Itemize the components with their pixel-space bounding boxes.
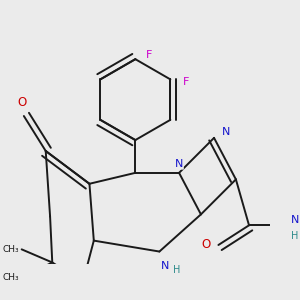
Text: CH₃: CH₃ [3, 245, 20, 254]
Text: N: N [222, 128, 230, 137]
Text: N: N [161, 261, 169, 271]
Text: O: O [202, 238, 211, 251]
Text: F: F [146, 50, 153, 60]
Text: N: N [291, 215, 299, 225]
Text: H: H [173, 265, 181, 275]
Text: CH₃: CH₃ [3, 273, 20, 282]
Text: H: H [291, 231, 298, 241]
Text: O: O [17, 96, 26, 110]
Text: N: N [175, 159, 183, 169]
Text: F: F [182, 76, 189, 87]
